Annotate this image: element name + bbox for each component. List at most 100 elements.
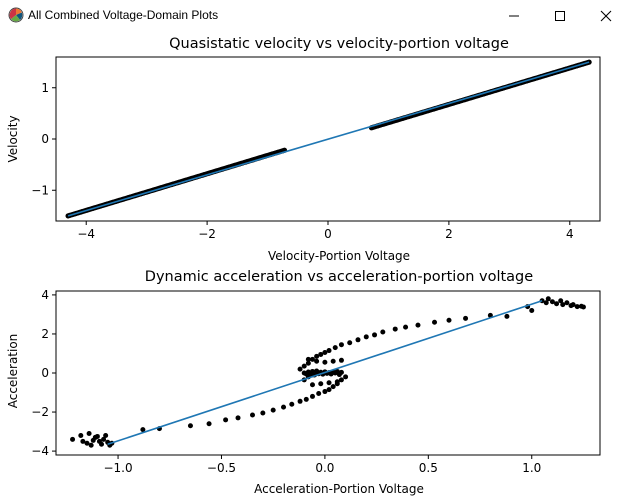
maximize-button[interactable] — [537, 0, 583, 31]
data-point — [504, 313, 510, 319]
data-point — [403, 324, 409, 330]
data-point — [392, 326, 398, 332]
title-bar[interactable]: All Combined Voltage-Domain Plots — [0, 0, 629, 31]
data-point — [355, 337, 361, 343]
fit-line — [107, 300, 543, 446]
data-point — [463, 315, 469, 321]
x-tick-label: 0.0 — [315, 461, 334, 475]
data-point — [432, 319, 438, 325]
data-point — [338, 369, 344, 375]
x-axis-label: Velocity-Portion Voltage — [268, 249, 410, 263]
x-tick-label: 1.0 — [522, 461, 541, 475]
minimize-button[interactable] — [491, 0, 537, 31]
data-point — [549, 299, 555, 305]
data-point — [235, 415, 241, 421]
data-point — [86, 431, 92, 437]
data-point — [281, 404, 287, 410]
fit-line — [67, 61, 590, 217]
data-point — [297, 366, 303, 372]
data-point — [187, 423, 193, 429]
data-point — [380, 329, 386, 335]
figure-canvas[interactable]: Quasistatic velocity vs velocity-portion… — [0, 31, 629, 500]
velocity-plot: −4 −2 0 2 4 −1 0 1 — [31, 56, 601, 241]
plot-marks — [65, 59, 592, 219]
data-point — [80, 438, 86, 444]
data-point — [270, 407, 276, 413]
data-point — [101, 436, 107, 442]
x-tick-label: 0.5 — [419, 461, 438, 475]
data-point — [316, 391, 322, 396]
data-point — [314, 353, 320, 359]
data-point — [326, 380, 332, 386]
data-point — [564, 300, 570, 306]
close-button[interactable] — [583, 0, 629, 31]
y-tick-label: 4 — [41, 288, 49, 302]
data-point — [309, 393, 315, 399]
data-point — [250, 412, 256, 418]
data-point — [570, 302, 576, 308]
data-point — [558, 298, 564, 304]
x-tick-label: −4 — [77, 227, 95, 241]
y-tick-label: 0 — [41, 366, 49, 380]
data-point — [343, 374, 349, 380]
figure-svg: Quasistatic velocity vs velocity-portion… — [6, 36, 601, 496]
y-tick-label: −2 — [31, 405, 49, 419]
data-point — [309, 382, 315, 388]
data-point — [446, 317, 452, 323]
data-point — [78, 432, 84, 438]
data-point — [99, 441, 105, 447]
data-point — [322, 350, 328, 355]
x-tick-label: −2 — [198, 227, 216, 241]
y-tick-label: −4 — [31, 444, 49, 458]
y-tick-label: −1 — [31, 183, 49, 197]
data-point — [309, 356, 315, 362]
data-point — [326, 387, 332, 393]
x-tick-label: −1.0 — [103, 461, 132, 475]
y-tick-label: 0 — [41, 132, 49, 146]
data-point — [94, 433, 100, 439]
x-tick-label: 2 — [445, 227, 453, 241]
matplotlib-app-icon — [8, 7, 24, 23]
data-point — [338, 342, 344, 348]
data-point — [560, 302, 566, 308]
data-point — [580, 304, 586, 310]
y-axis-label: Acceleration — [6, 334, 20, 409]
y-tick-label: 1 — [41, 81, 49, 95]
x-tick-label: −0.5 — [207, 461, 236, 475]
data-point — [326, 348, 332, 354]
data-point — [334, 379, 340, 385]
data-point — [338, 357, 344, 363]
acceleration-plot: −1.0 −0.5 0.0 0.5 1.0 −4 −2 0 2 4 — [31, 288, 601, 475]
data-point — [223, 417, 229, 423]
chart-title: Quasistatic velocity vs velocity-portion… — [169, 36, 509, 52]
x-tick-label: 4 — [566, 227, 574, 241]
plot-marks — [70, 296, 586, 448]
data-point — [314, 358, 320, 364]
y-axis-label: Velocity — [6, 115, 20, 162]
data-point — [322, 359, 328, 365]
data-point — [70, 436, 76, 442]
data-point — [415, 322, 421, 328]
close-icon — [600, 10, 612, 21]
data-point — [303, 396, 309, 402]
data-point — [332, 345, 338, 351]
data-point — [338, 377, 344, 383]
data-point — [318, 351, 324, 357]
data-point — [363, 334, 369, 340]
y-tick-label: 2 — [41, 327, 49, 341]
data-point — [543, 300, 549, 306]
data-point — [289, 401, 295, 407]
data-point — [574, 304, 580, 310]
data-point — [318, 381, 324, 387]
data-point — [140, 427, 146, 433]
data-point — [347, 340, 353, 346]
data-point — [206, 421, 212, 427]
data-point — [330, 384, 336, 390]
data-point — [545, 296, 551, 302]
data-point — [322, 389, 328, 395]
window-title: All Combined Voltage-Domain Plots — [28, 8, 219, 22]
chart-title: Dynamic acceleration vs acceleration-por… — [145, 269, 533, 285]
x-axis-label: Acceleration-Portion Voltage — [254, 482, 424, 496]
data-point — [297, 398, 303, 404]
